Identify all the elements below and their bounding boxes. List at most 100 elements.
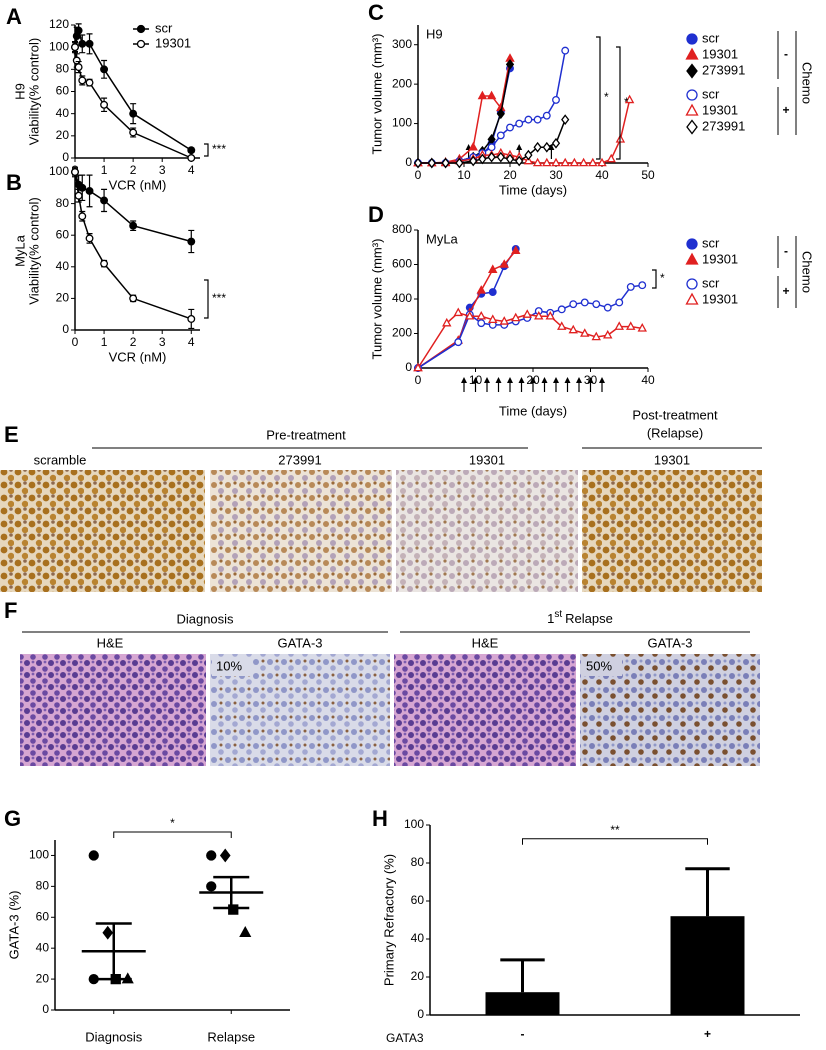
caption: scramble xyxy=(34,452,87,467)
treatment-arrow-head xyxy=(587,377,594,383)
marker xyxy=(552,95,560,104)
legend-label: scr xyxy=(702,235,720,250)
marker xyxy=(129,128,138,137)
x-axis-label: Time (days) xyxy=(499,403,567,418)
panel-label: E xyxy=(4,422,19,447)
y-tick-label: 40 xyxy=(56,106,70,120)
y-tick-label: 40 xyxy=(411,931,425,945)
marker xyxy=(580,328,590,337)
label-backdrop xyxy=(212,658,252,676)
significance-label: *** xyxy=(212,142,226,156)
legend-label: 273991 xyxy=(702,62,745,77)
marker xyxy=(580,298,589,307)
y-tick-label: 100 xyxy=(29,848,49,862)
ordinal-suffix: st xyxy=(554,609,562,620)
marker xyxy=(239,925,252,937)
legend-marker xyxy=(136,39,146,49)
marker xyxy=(85,39,94,48)
x-axis-label: VCR (nM) xyxy=(109,349,167,364)
y-tick-label: 0 xyxy=(62,150,69,164)
marker xyxy=(597,157,607,167)
x-tick-label: 30 xyxy=(549,168,563,182)
micrograph xyxy=(396,470,578,592)
caption: GATA-3 xyxy=(277,635,322,650)
marker xyxy=(561,114,570,125)
y-axis-label: Viability(% control) xyxy=(26,197,41,304)
marker xyxy=(476,285,486,294)
marker xyxy=(477,319,486,328)
significance-label: ** xyxy=(610,823,620,837)
y-tick-label: 20 xyxy=(36,971,50,985)
marker xyxy=(74,63,83,72)
marker xyxy=(626,321,636,330)
marker xyxy=(505,153,515,165)
marker xyxy=(477,90,488,100)
x-tick-label: 10 xyxy=(457,168,471,182)
error-bar xyxy=(500,958,545,993)
marker xyxy=(413,362,423,372)
marker xyxy=(129,221,138,230)
marker xyxy=(427,157,436,169)
marker xyxy=(568,324,578,334)
micrograph xyxy=(582,470,762,592)
y-axis-label: H9 xyxy=(12,83,27,100)
x-tick-label: 3 xyxy=(159,335,166,349)
percent-label: 50% xyxy=(586,658,612,673)
significance-bracket xyxy=(652,269,657,289)
micrograph xyxy=(0,470,205,592)
marker xyxy=(71,168,79,176)
x-tick-label: 3 xyxy=(159,163,166,177)
marker xyxy=(511,312,521,322)
marker xyxy=(453,307,463,317)
marker xyxy=(522,309,532,318)
marker xyxy=(206,850,217,861)
marker xyxy=(496,108,505,120)
group-title: Chemo xyxy=(800,62,815,104)
marker xyxy=(515,119,524,128)
legend-marker xyxy=(685,47,699,60)
treatment-arrow-head xyxy=(484,377,490,383)
marker xyxy=(100,259,109,268)
y-tick-label: 60 xyxy=(56,227,70,241)
marker xyxy=(545,310,555,320)
y-tick-label: 100 xyxy=(404,817,424,831)
y-tick-label: 20 xyxy=(56,128,70,142)
group-header: 1st Relapse xyxy=(547,609,613,627)
y-tick-label: 300 xyxy=(392,37,412,51)
y-tick-label: 0 xyxy=(42,1002,49,1016)
marker xyxy=(614,321,624,330)
y-axis-label: Primary Refractory (%) xyxy=(381,854,396,986)
micrograph xyxy=(394,654,576,766)
treatment-arrow-head xyxy=(495,377,502,383)
marker xyxy=(542,111,551,120)
bar xyxy=(670,916,745,1015)
marker xyxy=(588,157,598,167)
group-label: - xyxy=(784,244,788,258)
y-tick-label: 0 xyxy=(62,322,69,336)
inset-title: H9 xyxy=(426,26,443,41)
marker xyxy=(626,282,635,291)
marker xyxy=(542,157,552,167)
marker xyxy=(455,157,464,169)
legend-label: scr xyxy=(702,86,720,101)
marker xyxy=(486,90,497,100)
y-tick-label: 0 xyxy=(405,155,412,169)
x-tick-label: Diagnosis xyxy=(85,1029,143,1044)
x-tick-label: 0 xyxy=(415,168,422,182)
marker xyxy=(129,294,138,303)
y-tick-label: 80 xyxy=(411,855,425,869)
marker xyxy=(187,154,196,162)
treatment-arrow-head xyxy=(553,377,559,383)
marker xyxy=(100,196,109,205)
marker xyxy=(591,331,601,341)
y-tick-label: 0 xyxy=(405,360,412,374)
y-tick-label: 60 xyxy=(411,893,425,907)
treatment-arrow-head xyxy=(472,377,479,383)
marker xyxy=(569,157,580,167)
inset-title: MyLa xyxy=(426,231,459,246)
marker xyxy=(499,316,509,325)
marker xyxy=(557,305,566,314)
marker xyxy=(478,153,487,165)
label-backdrop xyxy=(582,658,622,676)
